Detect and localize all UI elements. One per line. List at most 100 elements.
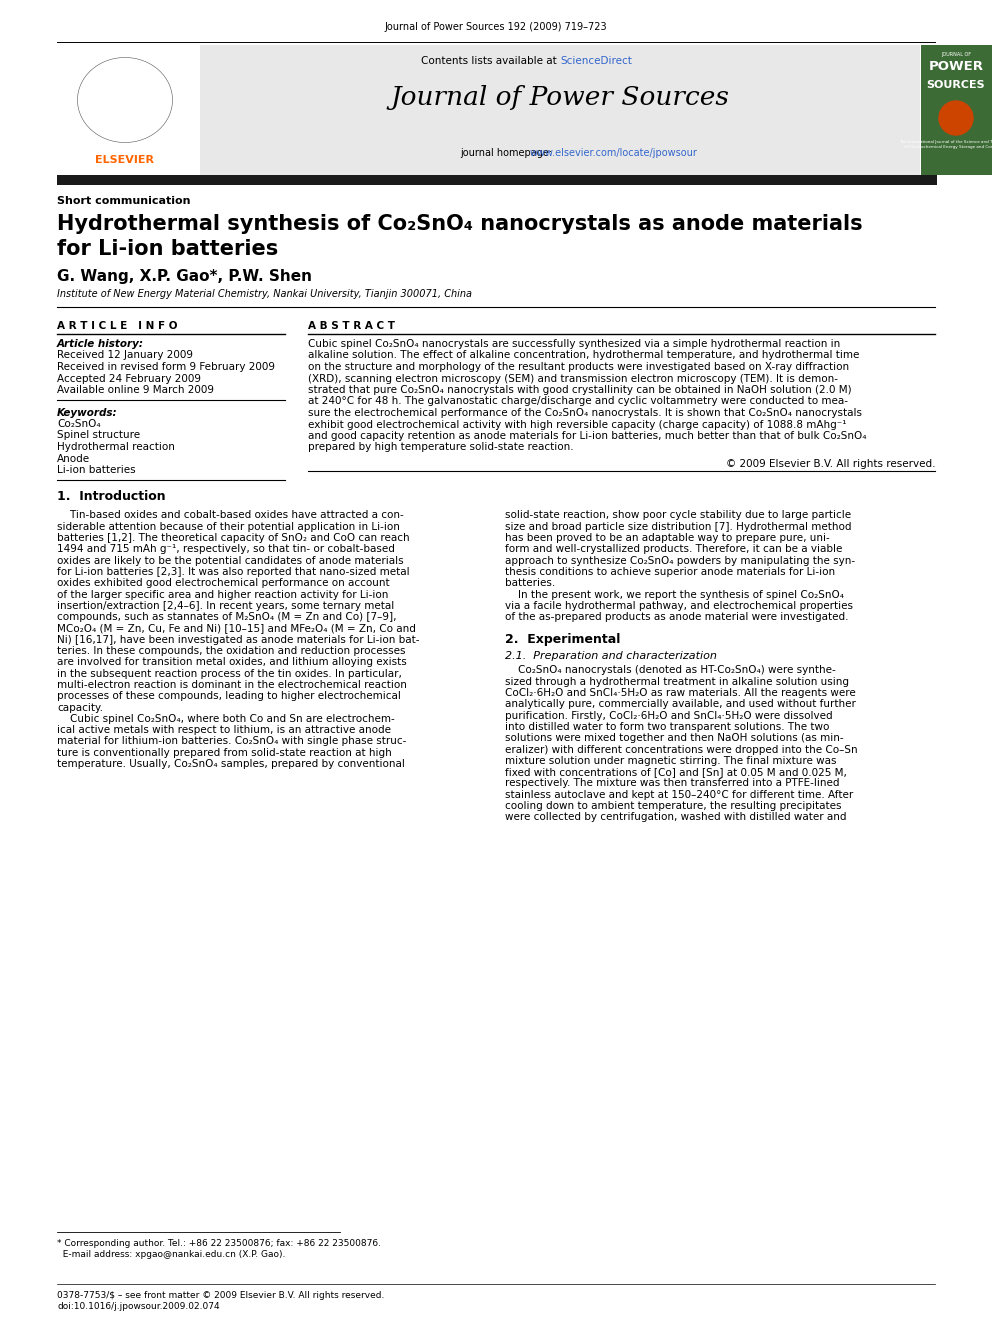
Bar	[921, 45, 992, 175]
Text: ScienceDirect: ScienceDirect	[560, 56, 632, 66]
Text: ELSEVIER: ELSEVIER	[95, 155, 155, 165]
Text: (XRD), scanning electron microscopy (SEM) and transmission electron microscopy (: (XRD), scanning electron microscopy (SEM…	[308, 373, 838, 384]
Text: Journal of Power Sources 192 (2009) 719–723: Journal of Power Sources 192 (2009) 719–…	[385, 22, 607, 32]
Text: Spinel structure: Spinel structure	[57, 430, 140, 441]
Text: alkaline solution. The effect of alkaline concentration, hydrothermal temperatur: alkaline solution. The effect of alkalin…	[308, 351, 859, 360]
Text: batteries.: batteries.	[505, 578, 556, 589]
Text: oxides exhibited good electrochemical performance on account: oxides exhibited good electrochemical pe…	[57, 578, 390, 589]
Text: are involved for transition metal oxides, and lithium alloying exists: are involved for transition metal oxides…	[57, 658, 407, 667]
Text: solid-state reaction, show poor cycle stability due to large particle: solid-state reaction, show poor cycle st…	[505, 511, 851, 520]
Text: doi:10.1016/j.jpowsour.2009.02.074: doi:10.1016/j.jpowsour.2009.02.074	[57, 1302, 219, 1311]
Text: SOURCES: SOURCES	[927, 79, 985, 90]
Text: compounds, such as stannates of M₂SnO₄ (M = Zn and Co) [7–9],: compounds, such as stannates of M₂SnO₄ (…	[57, 613, 397, 622]
Text: sure the electrochemical performance of the Co₂SnO₄ nanocrystals. It is shown th: sure the electrochemical performance of …	[308, 407, 862, 418]
Text: size and broad particle size distribution [7]. Hydrothermal method: size and broad particle size distributio…	[505, 521, 851, 532]
Text: of the larger specific area and higher reaction activity for Li-ion: of the larger specific area and higher r…	[57, 590, 389, 599]
Text: Contents lists available at: Contents lists available at	[421, 56, 560, 66]
Text: * Corresponding author. Tel.: +86 22 23500876; fax: +86 22 23500876.: * Corresponding author. Tel.: +86 22 235…	[57, 1240, 381, 1248]
Text: The International Journal of the Science and Technology
of Electrochemical Energ: The International Journal of the Science…	[899, 140, 992, 148]
Text: Available online 9 March 2009: Available online 9 March 2009	[57, 385, 214, 396]
Text: processes of these compounds, leading to higher electrochemical: processes of these compounds, leading to…	[57, 692, 401, 701]
Text: strated that pure Co₂SnO₄ nanocrystals with good crystallinity can be obtained i: strated that pure Co₂SnO₄ nanocrystals w…	[308, 385, 851, 396]
Text: exhibit good electrochemical activity with high reversible capacity (charge capa: exhibit good electrochemical activity wi…	[308, 419, 846, 430]
Text: Hydrothermal synthesis of Co₂SnO₄ nanocrystals as anode materials: Hydrothermal synthesis of Co₂SnO₄ nanocr…	[57, 214, 863, 234]
Text: were collected by centrifugation, washed with distilled water and: were collected by centrifugation, washed…	[505, 812, 846, 823]
Text: purification. Firstly, CoCl₂·6H₂O and SnCl₄·5H₂O were dissolved: purification. Firstly, CoCl₂·6H₂O and Sn…	[505, 710, 832, 721]
Text: Institute of New Energy Material Chemistry, Nankai University, Tianjin 300071, C: Institute of New Energy Material Chemist…	[57, 288, 472, 299]
Text: mixture solution under magnetic stirring. The final mixture was: mixture solution under magnetic stirring…	[505, 755, 836, 766]
Text: for Li-ion batteries [2,3]. It was also reported that nano-sized metal: for Li-ion batteries [2,3]. It was also …	[57, 568, 410, 577]
Text: 1.  Introduction: 1. Introduction	[57, 491, 166, 504]
Bar	[57, 175, 937, 185]
Text: Co₂SnO₄ nanocrystals (denoted as HT-Co₂SnO₄) were synthe-: Co₂SnO₄ nanocrystals (denoted as HT-Co₂S…	[505, 665, 835, 676]
Text: into distilled water to form two transparent solutions. The two: into distilled water to form two transpa…	[505, 722, 829, 732]
Text: respectively. The mixture was then transferred into a PTFE-lined: respectively. The mixture was then trans…	[505, 778, 839, 789]
Text: at 240°C for 48 h. The galvanostatic charge/discharge and cyclic voltammetry wer: at 240°C for 48 h. The galvanostatic cha…	[308, 397, 848, 406]
Text: ical active metals with respect to lithium, is an attractive anode: ical active metals with respect to lithi…	[57, 725, 391, 736]
Text: www.elsevier.com/locate/jpowsour: www.elsevier.com/locate/jpowsour	[530, 148, 698, 157]
Text: A R T I C L E   I N F O: A R T I C L E I N F O	[57, 321, 178, 331]
Text: Anode: Anode	[57, 454, 90, 463]
Text: Ni) [16,17], have been investigated as anode materials for Li-ion bat-: Ni) [16,17], have been investigated as a…	[57, 635, 420, 644]
Text: temperature. Usually, Co₂SnO₄ samples, prepared by conventional: temperature. Usually, Co₂SnO₄ samples, p…	[57, 759, 405, 769]
Text: © 2009 Elsevier B.V. All rights reserved.: © 2009 Elsevier B.V. All rights reserved…	[725, 459, 935, 468]
Text: prepared by high temperature solid-state reaction.: prepared by high temperature solid-state…	[308, 442, 573, 452]
Text: ture is conventionally prepared from solid-state reaction at high: ture is conventionally prepared from sol…	[57, 747, 392, 758]
Text: Accepted 24 February 2009: Accepted 24 February 2009	[57, 373, 201, 384]
Text: eralizer) with different concentrations were dropped into the Co–Sn: eralizer) with different concentrations …	[505, 745, 858, 754]
Text: POWER: POWER	[929, 60, 983, 73]
Text: JOURNAL OF: JOURNAL OF	[941, 52, 971, 57]
Text: siderable attention because of their potential application in Li-ion: siderable attention because of their pot…	[57, 521, 400, 532]
Text: analytically pure, commercially available, and used without further: analytically pure, commercially availabl…	[505, 700, 856, 709]
Text: journal homepage:: journal homepage:	[460, 148, 556, 157]
Text: oxides are likely to be the potential candidates of anode materials: oxides are likely to be the potential ca…	[57, 556, 404, 566]
Text: Li-ion batteries: Li-ion batteries	[57, 464, 136, 475]
Text: A B S T R A C T: A B S T R A C T	[308, 321, 395, 331]
Text: insertion/extraction [2,4–6]. In recent years, some ternary metal: insertion/extraction [2,4–6]. In recent …	[57, 601, 394, 611]
Text: 2.  Experimental: 2. Experimental	[505, 634, 620, 647]
Text: approach to synthesize Co₂SnO₄ powders by manipulating the syn-: approach to synthesize Co₂SnO₄ powders b…	[505, 556, 855, 566]
Text: CoCl₂·6H₂O and SnCl₄·5H₂O as raw materials. All the reagents were: CoCl₂·6H₂O and SnCl₄·5H₂O as raw materia…	[505, 688, 856, 699]
Text: fixed with concentrations of [Co] and [Sn] at 0.05 M and 0.025 M,: fixed with concentrations of [Co] and [S…	[505, 767, 847, 777]
Text: Journal of Power Sources: Journal of Power Sources	[391, 85, 729, 110]
Text: on the structure and morphology of the resultant products were investigated base: on the structure and morphology of the r…	[308, 363, 849, 372]
Text: batteries [1,2]. The theoretical capacity of SnO₂ and CoO can reach: batteries [1,2]. The theoretical capacit…	[57, 533, 410, 544]
Bar	[57, 45, 200, 175]
Text: Co₂SnO₄: Co₂SnO₄	[57, 419, 100, 429]
Text: teries. In these compounds, the oxidation and reduction processes: teries. In these compounds, the oxidatio…	[57, 646, 406, 656]
Text: Cubic spinel Co₂SnO₄ nanocrystals are successfully synthesized via a simple hydr: Cubic spinel Co₂SnO₄ nanocrystals are su…	[308, 339, 840, 349]
Text: G. Wang, X.P. Gao*, P.W. Shen: G. Wang, X.P. Gao*, P.W. Shen	[57, 269, 312, 284]
Text: and good capacity retention as anode materials for Li-ion batteries, much better: and good capacity retention as anode mat…	[308, 431, 866, 441]
Text: material for lithium-ion batteries. Co₂SnO₄ with single phase struc-: material for lithium-ion batteries. Co₂S…	[57, 737, 407, 746]
Text: Tin-based oxides and cobalt-based oxides have attracted a con-: Tin-based oxides and cobalt-based oxides…	[57, 511, 404, 520]
Text: capacity.: capacity.	[57, 703, 103, 713]
Text: Hydrothermal reaction: Hydrothermal reaction	[57, 442, 175, 452]
Text: In the present work, we report the synthesis of spinel Co₂SnO₄: In the present work, we report the synth…	[505, 590, 844, 599]
Text: Keywords:: Keywords:	[57, 407, 118, 418]
Text: 1494 and 715 mAh g⁻¹, respectively, so that tin- or cobalt-based: 1494 and 715 mAh g⁻¹, respectively, so t…	[57, 544, 395, 554]
Bar	[200, 45, 920, 175]
Bar	[60, 48, 190, 160]
Text: stainless autoclave and kept at 150–240°C for different time. After: stainless autoclave and kept at 150–240°…	[505, 790, 853, 800]
Circle shape	[939, 101, 973, 135]
Text: for Li-ion batteries: for Li-ion batteries	[57, 239, 278, 259]
Text: in the subsequent reaction process of the tin oxides. In particular,: in the subsequent reaction process of th…	[57, 668, 402, 679]
Text: of the as-prepared products as anode material were investigated.: of the as-prepared products as anode mat…	[505, 613, 848, 622]
Text: 2.1.  Preparation and characterization: 2.1. Preparation and characterization	[505, 651, 717, 662]
Text: sized through a hydrothermal treatment in alkaline solution using: sized through a hydrothermal treatment i…	[505, 677, 849, 687]
Text: via a facile hydrothermal pathway, and electrochemical properties: via a facile hydrothermal pathway, and e…	[505, 601, 853, 611]
Text: Received in revised form 9 February 2009: Received in revised form 9 February 2009	[57, 363, 275, 372]
Text: E-mail address: xpgao@nankai.edu.cn (X.P. Gao).: E-mail address: xpgao@nankai.edu.cn (X.P…	[57, 1250, 286, 1259]
Text: Cubic spinel Co₂SnO₄, where both Co and Sn are electrochem-: Cubic spinel Co₂SnO₄, where both Co and …	[57, 714, 395, 724]
Text: Short communication: Short communication	[57, 196, 190, 206]
Text: Received 12 January 2009: Received 12 January 2009	[57, 351, 193, 360]
Text: form and well-crystallized products. Therefore, it can be a viable: form and well-crystallized products. The…	[505, 544, 842, 554]
Text: has been proved to be an adaptable way to prepare pure, uni-: has been proved to be an adaptable way t…	[505, 533, 829, 544]
Text: cooling down to ambient temperature, the resulting precipitates: cooling down to ambient temperature, the…	[505, 802, 841, 811]
Text: solutions were mixed together and then NaOH solutions (as min-: solutions were mixed together and then N…	[505, 733, 843, 744]
Text: 0378-7753/$ – see front matter © 2009 Elsevier B.V. All rights reserved.: 0378-7753/$ – see front matter © 2009 El…	[57, 1291, 384, 1301]
Text: multi-electron reaction is dominant in the electrochemical reaction: multi-electron reaction is dominant in t…	[57, 680, 407, 691]
Text: thesis conditions to achieve superior anode materials for Li-ion: thesis conditions to achieve superior an…	[505, 568, 835, 577]
Text: Article history:: Article history:	[57, 339, 144, 349]
Text: MCo₂O₄ (M = Zn, Cu, Fe and Ni) [10–15] and MFe₂O₄ (M = Zn, Co and: MCo₂O₄ (M = Zn, Cu, Fe and Ni) [10–15] a…	[57, 623, 416, 634]
